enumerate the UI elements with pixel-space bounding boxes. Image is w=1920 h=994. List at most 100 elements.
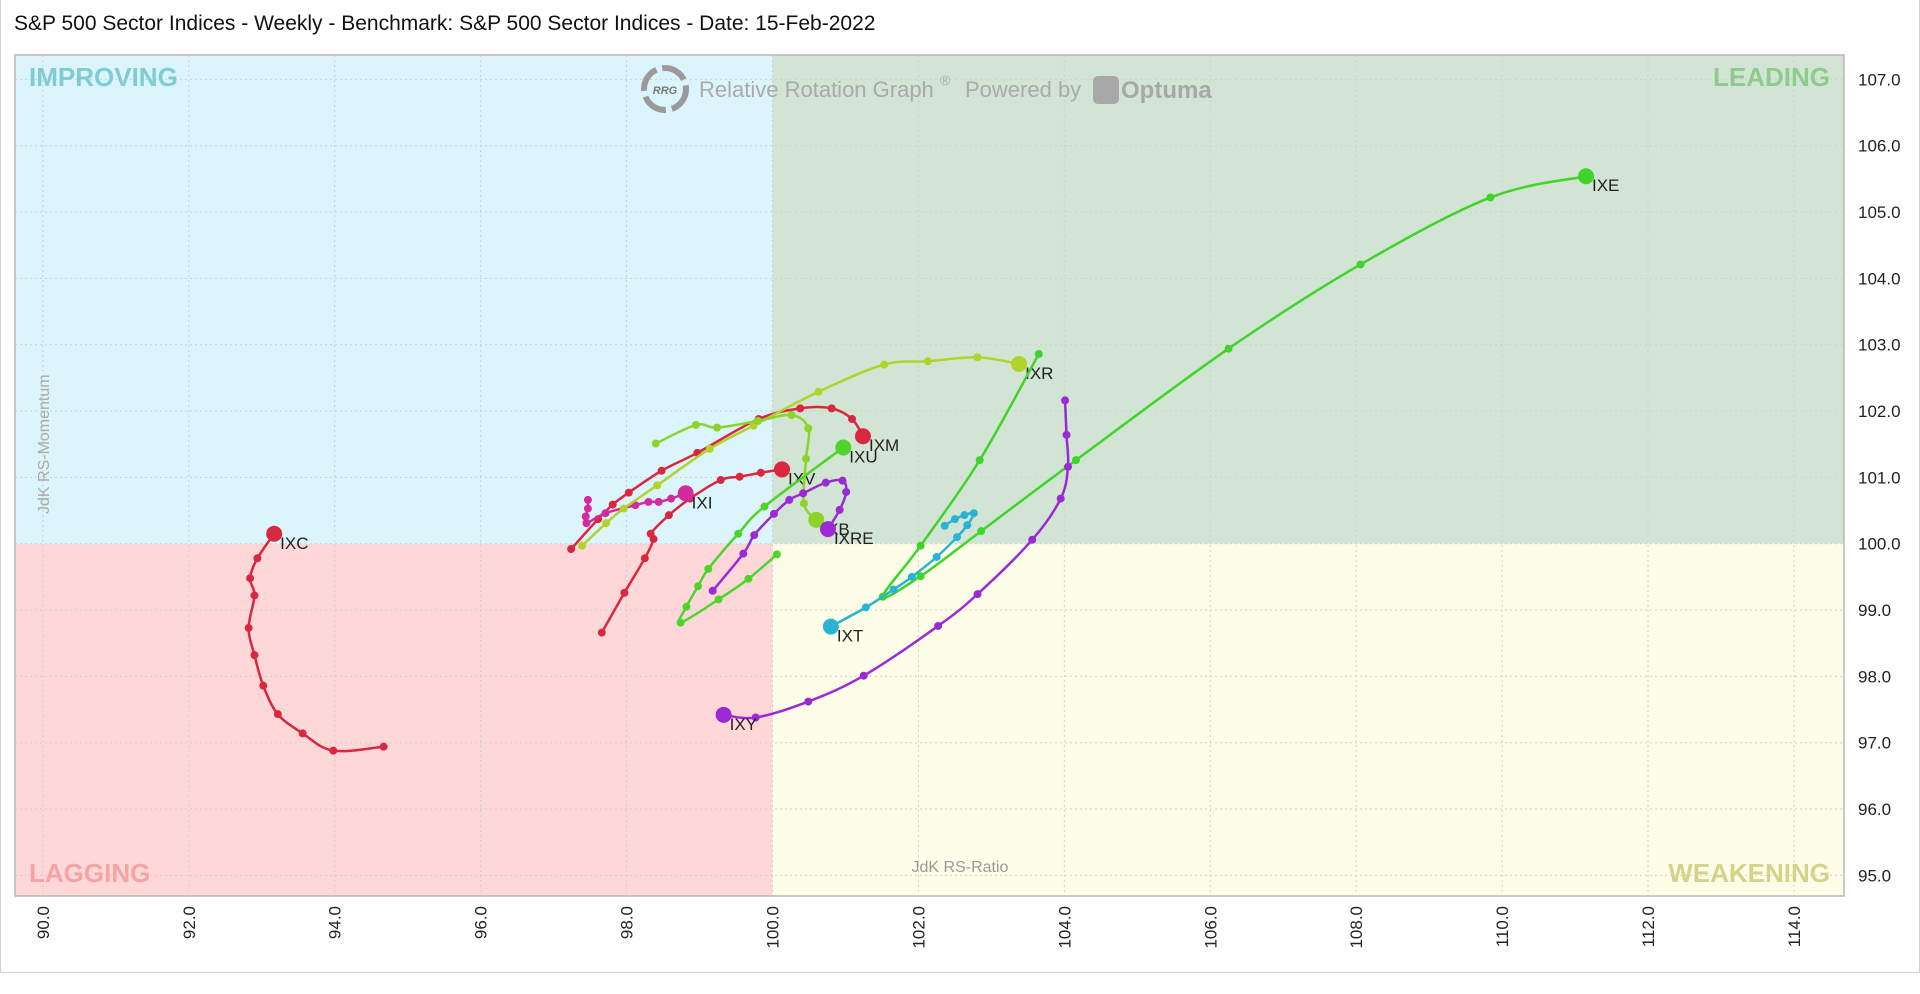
trail-point — [1061, 396, 1070, 405]
head-point-ixb — [808, 511, 825, 528]
trail-point — [329, 746, 338, 755]
trail-point — [969, 509, 978, 518]
x-tick-label: 100.0 — [764, 906, 783, 949]
head-point-ixc — [266, 525, 283, 542]
trail-point — [1486, 193, 1495, 202]
trail-point — [619, 504, 628, 513]
trail-point — [848, 414, 857, 423]
x-tick-label: 102.0 — [909, 906, 928, 949]
trail-point — [654, 497, 663, 506]
trail-point — [1034, 349, 1043, 358]
watermark-text: Relative Rotation Graph — [699, 77, 934, 102]
trail-point — [653, 481, 662, 490]
trail-point — [760, 502, 769, 511]
trail-point — [253, 554, 262, 563]
quadrant-label-weakening: WEAKENING — [1668, 858, 1830, 888]
head-point-ixm — [854, 428, 871, 445]
trail-point — [861, 603, 870, 612]
x-tick-label: 104.0 — [1055, 906, 1074, 949]
y-tick-label: 99.0 — [1858, 601, 1891, 620]
trail-point — [1063, 462, 1072, 471]
plot-border — [14, 54, 1845, 897]
trail-point — [583, 504, 592, 513]
head-point-ixe — [1578, 168, 1595, 185]
trail-point — [734, 529, 743, 538]
y-tick-label: 98.0 — [1858, 667, 1891, 686]
trail-point — [716, 476, 725, 485]
trail-point — [713, 423, 722, 432]
trail-point — [735, 472, 744, 481]
quadrant-improving — [15, 55, 773, 544]
trail-point — [1356, 260, 1365, 269]
trail-point — [787, 411, 796, 420]
head-point-ixu — [835, 439, 852, 456]
x-tick-label: 98.0 — [618, 906, 637, 939]
trail-point — [1056, 494, 1065, 503]
trail-point — [705, 444, 714, 453]
trail-point — [739, 549, 748, 558]
y-axis-label: JdK RS-Momentum — [36, 374, 53, 514]
trail-point — [246, 574, 255, 583]
trail-point — [950, 515, 959, 524]
head-point-ixr — [1011, 355, 1028, 372]
trail-point — [379, 742, 388, 751]
optuma-brand: Optuma — [1121, 77, 1212, 104]
x-tick-label: 110.0 — [1493, 906, 1512, 947]
x-tick-label: 106.0 — [1201, 906, 1220, 949]
trail-point — [657, 466, 666, 475]
trail-point — [814, 387, 823, 396]
trail-point — [624, 488, 633, 497]
trail-point — [842, 487, 851, 496]
x-tick-label: 94.0 — [326, 906, 345, 939]
trail-point — [859, 671, 868, 680]
series-label-ixt: IXT — [837, 627, 863, 646]
trail-point — [708, 586, 717, 595]
trail-point — [932, 552, 941, 561]
y-tick-label: 102.0 — [1858, 402, 1901, 421]
head-point-ixi — [677, 485, 694, 502]
trail-point — [750, 531, 759, 540]
trail-point — [796, 404, 805, 413]
y-tick-label: 100.0 — [1858, 535, 1901, 554]
trail-point — [583, 495, 592, 504]
head-point-ixre — [819, 521, 836, 538]
trail-point — [250, 651, 259, 660]
trail-point — [802, 454, 811, 463]
head-point-ixy — [715, 706, 732, 723]
trail-point — [682, 602, 691, 611]
trail-point — [804, 424, 813, 433]
x-axis-label: JdK RS-Ratio — [912, 859, 1009, 876]
quadrant-label-leading: LEADING — [1713, 62, 1830, 92]
trail-point — [821, 478, 830, 487]
optuma-logo-icon — [1093, 76, 1119, 104]
y-tick-label: 105.0 — [1858, 203, 1901, 222]
y-tick-label: 107.0 — [1858, 70, 1901, 89]
x-tick-label: 108.0 — [1347, 906, 1366, 949]
trail-point — [838, 476, 847, 485]
trail-point — [799, 499, 808, 508]
trail-point — [889, 585, 898, 594]
chart-title: S&P 500 Sector Indices - Weekly - Benchm… — [14, 12, 876, 35]
trail-point — [973, 353, 982, 362]
y-tick-label: 101.0 — [1858, 468, 1901, 487]
trail-point — [602, 519, 611, 528]
trail-point — [667, 494, 676, 503]
x-tick-label: 90.0 — [34, 906, 53, 939]
trail-point — [799, 489, 808, 498]
quadrant-weakening — [772, 543, 1844, 896]
trail-point — [907, 572, 916, 581]
trail-point — [704, 564, 713, 573]
trail-point — [691, 420, 700, 429]
quadrant-leading — [772, 55, 1844, 544]
trail-point — [756, 468, 765, 477]
trail-point — [714, 595, 723, 604]
trail-point — [581, 512, 590, 521]
trail-point — [250, 591, 259, 600]
x-tick-label: 92.0 — [180, 906, 199, 939]
series-label-ixm: IXM — [869, 436, 899, 455]
trail-point — [772, 550, 781, 559]
trail-point — [631, 501, 640, 510]
trail-point — [973, 590, 982, 599]
trail-point — [608, 500, 617, 509]
